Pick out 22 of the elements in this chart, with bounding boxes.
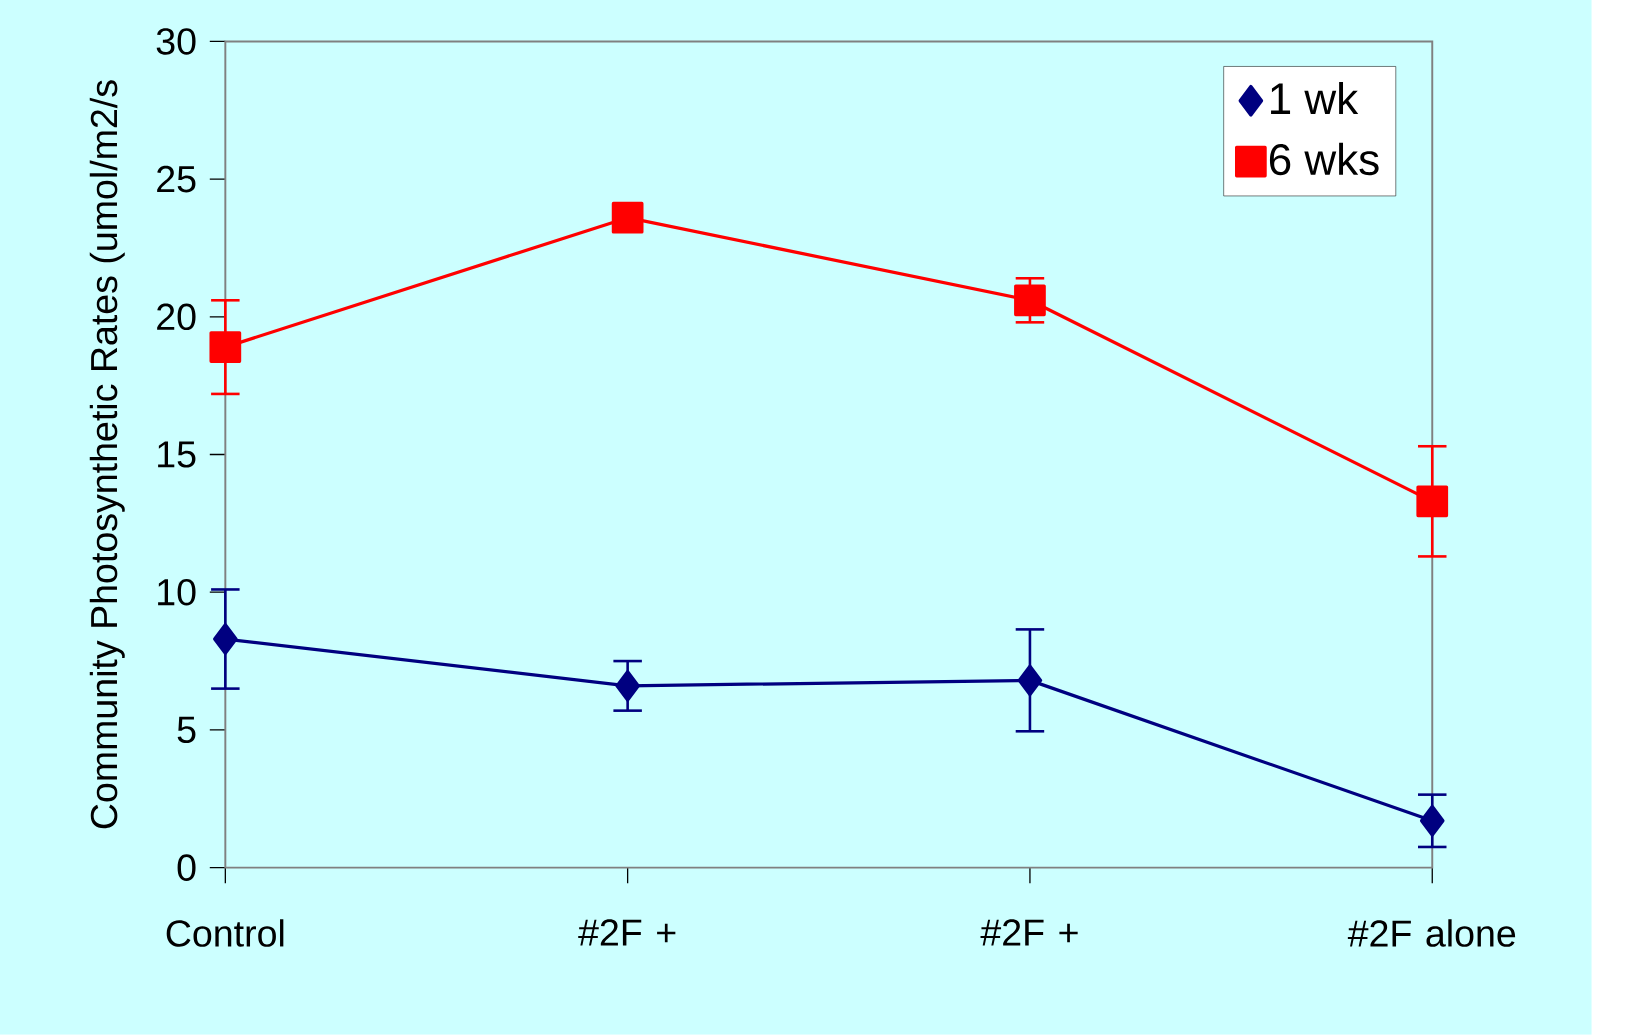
point bbox=[1419, 805, 1445, 837]
y-tick-label: 20 bbox=[157, 303, 196, 331]
y-tick-label: 5 bbox=[177, 716, 196, 744]
y-tick-label: 30 bbox=[156, 28, 196, 55]
x-tick-label: #2F alone bbox=[1347, 919, 1516, 947]
point bbox=[209, 331, 242, 364]
y-tick-label: 0 bbox=[177, 854, 196, 882]
y-tick-label: 10 bbox=[158, 579, 196, 606]
point bbox=[1017, 664, 1043, 697]
point bbox=[1416, 485, 1449, 518]
x-tick-label: #2F + bbox=[578, 919, 676, 946]
legend-label: 6 wks bbox=[1269, 143, 1379, 176]
point bbox=[611, 201, 644, 234]
point bbox=[615, 670, 640, 702]
point bbox=[1014, 284, 1046, 317]
y-tick-label: 15 bbox=[158, 441, 196, 468]
point bbox=[213, 623, 238, 656]
y-axis-title: Community Photosynthetic Rates (umol/m2/s bbox=[89, 80, 125, 829]
legend-label: 1 wk bbox=[1271, 82, 1359, 115]
x-tick-label: #2F + bbox=[980, 919, 1078, 946]
y-tick-label: 25 bbox=[157, 165, 196, 193]
x-tick-label: Control bbox=[166, 919, 284, 947]
